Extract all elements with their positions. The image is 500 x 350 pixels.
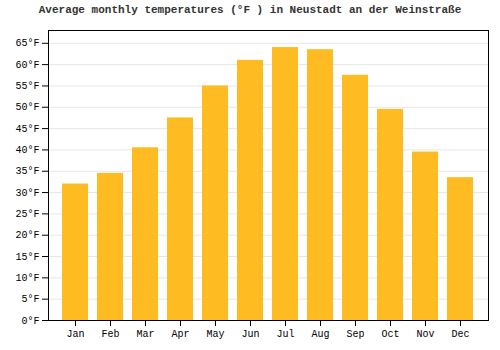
svg-text:20°F: 20°F bbox=[15, 230, 39, 241]
svg-text:Nov: Nov bbox=[416, 329, 434, 340]
svg-text:Apr: Apr bbox=[171, 329, 189, 340]
svg-text:Aug: Aug bbox=[311, 329, 329, 340]
svg-text:Mar: Mar bbox=[136, 329, 154, 340]
svg-text:35°F: 35°F bbox=[15, 166, 39, 177]
svg-text:Jan: Jan bbox=[66, 329, 84, 340]
svg-text:40°F: 40°F bbox=[15, 145, 39, 156]
svg-text:Feb: Feb bbox=[101, 329, 119, 340]
svg-text:60°F: 60°F bbox=[15, 60, 39, 71]
svg-text:Jun: Jun bbox=[241, 329, 259, 340]
svg-text:May: May bbox=[206, 329, 224, 340]
svg-text:0°F: 0°F bbox=[21, 316, 39, 327]
svg-text:25°F: 25°F bbox=[15, 209, 39, 220]
svg-text:Jul: Jul bbox=[276, 329, 294, 340]
svg-text:10°F: 10°F bbox=[15, 273, 39, 284]
svg-text:5°F: 5°F bbox=[21, 294, 39, 305]
svg-text:45°F: 45°F bbox=[15, 124, 39, 135]
svg-text:65°F: 65°F bbox=[15, 38, 39, 49]
svg-text:Dec: Dec bbox=[451, 329, 469, 340]
svg-text:55°F: 55°F bbox=[15, 81, 39, 92]
svg-text:30°F: 30°F bbox=[15, 188, 39, 199]
html-text:Average monthly temperatures (: Average monthly temperatures (°F ) in Ne… bbox=[38, 4, 462, 16]
svg-text:50°F: 50°F bbox=[15, 102, 39, 113]
svg-text:Sep: Sep bbox=[346, 329, 364, 340]
svg-text:Oct: Oct bbox=[381, 329, 399, 340]
svg-text:15°F: 15°F bbox=[15, 252, 39, 263]
